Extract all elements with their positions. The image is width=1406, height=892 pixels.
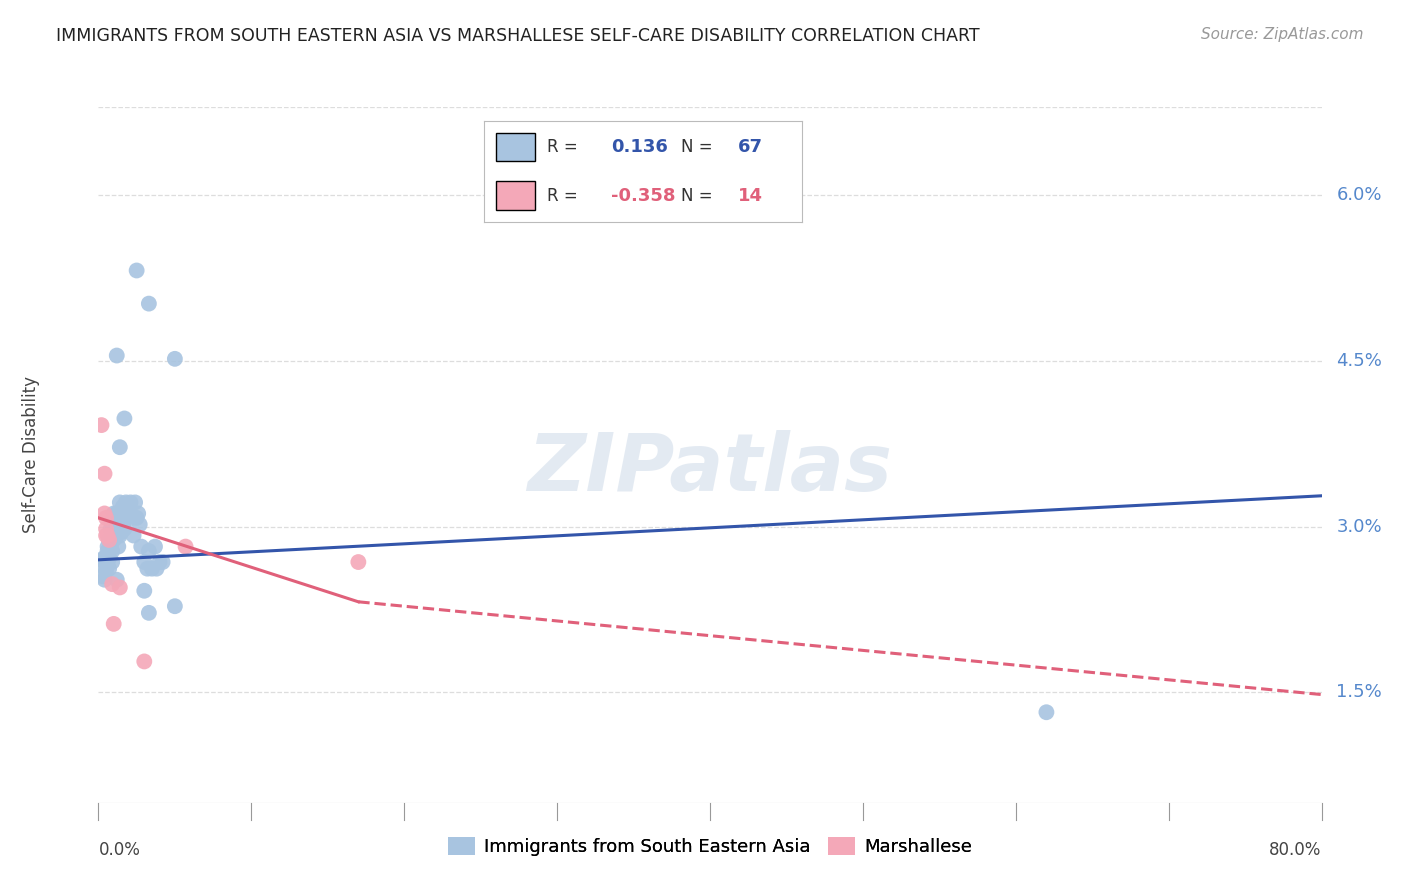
Point [145,562,167,576]
Point [97,544,120,558]
Point [134,655,156,669]
Point [120,495,142,509]
Point [115,495,138,509]
Point [108,528,131,542]
Point [98,550,121,565]
Point [94,511,117,525]
Point [125,511,148,525]
Point [138,296,160,310]
Point [103,616,125,631]
Point [94,522,117,536]
Point [127,507,149,521]
Point [149,555,172,569]
Point [110,507,132,521]
Point [1035,705,1057,719]
Point [110,517,132,532]
Point [103,528,125,542]
Point [129,540,152,554]
Point [101,544,124,558]
Point [110,525,132,540]
Point [117,507,139,521]
Point [105,507,128,521]
Point [111,500,134,514]
Point [134,555,156,569]
Text: Source: ZipAtlas.com: Source: ZipAtlas.com [1201,27,1364,42]
Point [108,495,131,509]
Point [103,507,125,521]
Point [152,555,174,569]
Point [163,599,186,614]
Text: 80.0%: 80.0% [1270,841,1322,859]
Point [104,511,127,525]
Point [98,533,121,547]
Point [98,533,121,547]
Point [91,569,114,583]
Text: 0.0%: 0.0% [98,841,141,859]
Point [90,553,112,567]
Point [122,528,145,542]
Point [163,351,186,366]
Point [94,528,117,542]
Point [93,467,115,481]
Point [94,555,117,569]
Text: 6.0%: 6.0% [1336,186,1382,204]
Point [100,540,122,554]
Text: Self-Care Disability: Self-Care Disability [22,376,41,533]
Point [124,495,146,509]
Point [97,540,120,554]
Text: IMMIGRANTS FROM SOUTH EASTERN ASIA VS MARSHALLESE SELF-CARE DISABILITY CORRELATI: IMMIGRANTS FROM SOUTH EASTERN ASIA VS MA… [56,27,980,45]
Point [101,555,124,569]
Point [93,573,115,587]
Point [121,511,143,525]
Legend: Immigrants from South Eastern Asia, Marshallese: Immigrants from South Eastern Asia, Mars… [440,830,980,863]
Point [108,581,131,595]
Point [347,555,370,569]
Point [107,540,129,554]
Point [134,583,156,598]
Point [104,517,127,532]
Point [143,540,166,554]
Point [138,606,160,620]
Point [94,550,117,565]
Point [101,517,124,532]
Point [94,564,117,578]
Point [97,528,120,542]
Text: 1.5%: 1.5% [1336,683,1382,701]
Point [111,517,134,532]
Text: 3.0%: 3.0% [1336,517,1382,536]
Point [105,573,128,587]
Point [93,507,115,521]
Point [112,411,135,425]
Point [90,418,112,433]
Point [136,562,159,576]
Text: ZIPatlas: ZIPatlas [527,430,893,508]
Point [115,511,138,525]
Point [103,533,125,547]
Point [98,562,121,576]
Point [91,558,114,573]
Point [97,555,120,569]
Point [100,522,122,536]
Point [174,540,197,554]
Point [98,550,121,565]
Point [118,507,141,521]
Point [101,577,124,591]
Point [128,517,150,532]
Point [105,349,128,363]
Point [93,550,115,565]
Text: 4.5%: 4.5% [1336,352,1382,370]
Point [141,562,163,576]
Point [107,511,129,525]
Point [138,544,160,558]
Point [125,263,148,277]
Point [112,522,135,536]
Point [108,440,131,454]
